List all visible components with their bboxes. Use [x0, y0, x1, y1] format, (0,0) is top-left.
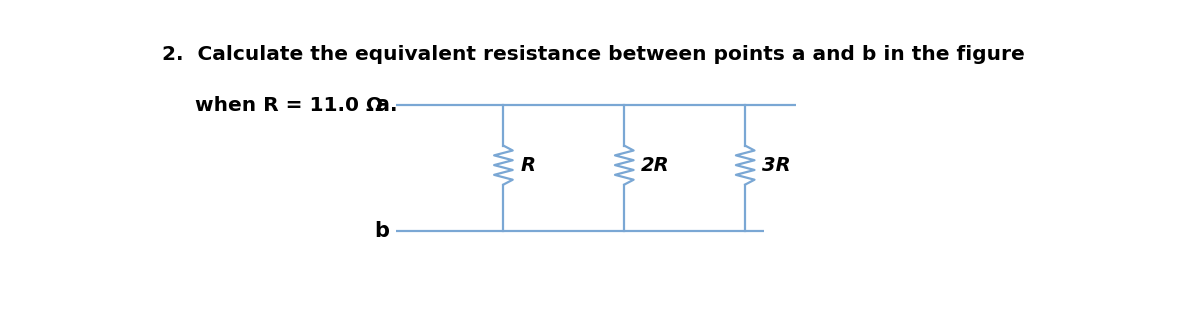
Text: b: b — [374, 221, 389, 241]
Text: 2R: 2R — [641, 156, 670, 175]
Text: a: a — [376, 95, 389, 115]
Text: when R = 11.0 Ω .: when R = 11.0 Ω . — [194, 96, 397, 115]
Text: 2.  Calculate the equivalent resistance between points a and b in the figure: 2. Calculate the equivalent resistance b… — [162, 45, 1025, 64]
Text: 3R: 3R — [762, 156, 791, 175]
Text: R: R — [520, 156, 535, 175]
